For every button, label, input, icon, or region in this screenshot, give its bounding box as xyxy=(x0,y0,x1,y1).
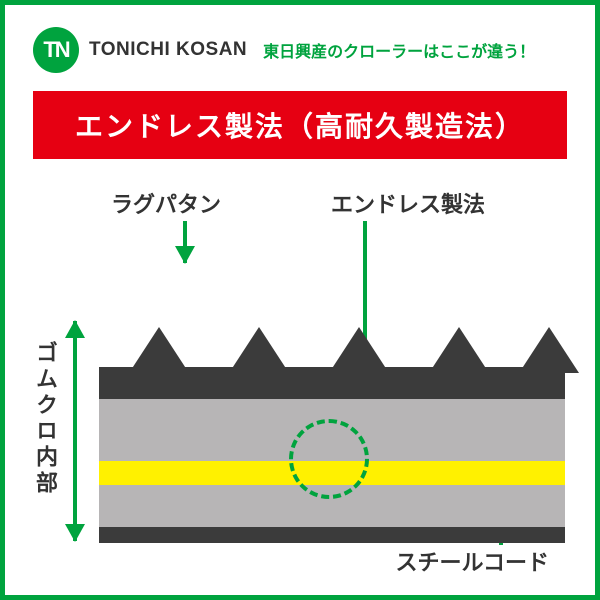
label-endless-method: エンドレス製法 xyxy=(331,187,485,219)
label-steel-cord: スチールコード xyxy=(395,545,549,577)
title-banner: エンドレス製法（高耐久製造法） xyxy=(33,91,567,159)
layer-bottom-dark xyxy=(99,527,565,543)
arrow-down-icon xyxy=(183,221,187,263)
infographic-frame: TN TONICHI KOSAN 東日興産のクローラーはここが違う！ エンドレス… xyxy=(0,0,600,600)
header: TN TONICHI KOSAN 東日興産のクローラーはここが違う！ xyxy=(33,27,567,73)
logo-text: TN xyxy=(43,37,68,63)
lug-row xyxy=(99,317,565,373)
brand-logo-icon: TN xyxy=(33,27,79,73)
company-name: TONICHI KOSAN xyxy=(89,39,247,61)
layer-top-dark xyxy=(99,367,565,399)
double-arrow-icon xyxy=(73,321,77,541)
highlight-circle-icon xyxy=(289,419,369,499)
tagline: 東日興産のクローラーはここが違う！ xyxy=(263,38,535,62)
label-lug-pattern: ラグパタン xyxy=(111,187,221,219)
label-rubber-interior: ゴムクロ内部 xyxy=(29,341,61,497)
diagram-area: ラグパタン エンドレス製法 ゴムクロ内部 スチールコード xyxy=(33,187,567,577)
